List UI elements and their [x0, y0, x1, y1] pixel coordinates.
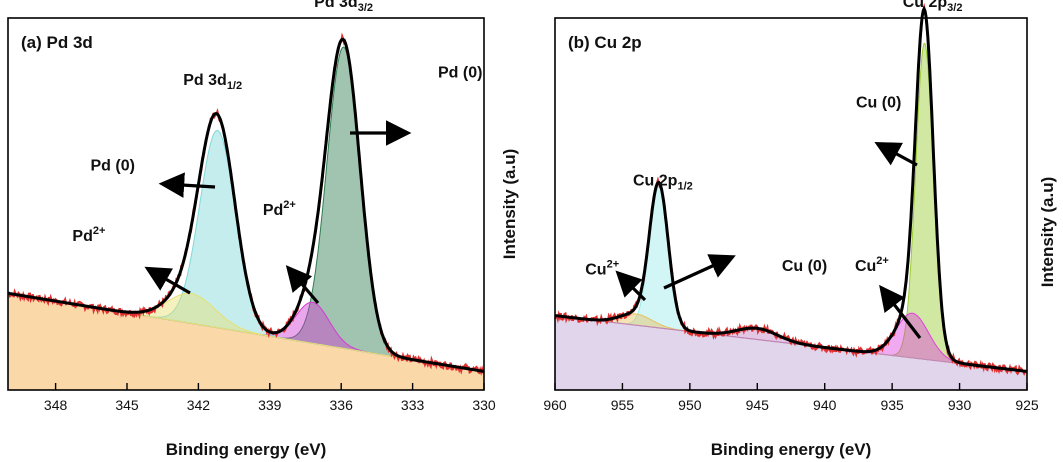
x-tick-label: 955: [611, 397, 635, 413]
x-tick-label: 945: [746, 397, 770, 413]
x-tick-label: 342: [187, 397, 211, 413]
annotation-arrow: [144, 266, 191, 295]
x-tick-label: 950: [678, 397, 702, 413]
annotation-label: Pd2+: [263, 199, 296, 219]
annotation-arrow: [158, 172, 216, 198]
panel-pd-3d: 348 345 342 339 336 333 330 (a) Pd 3d Binding en…: [7, 0, 496, 459]
x-tick-label: 348: [44, 397, 68, 413]
annotation-arrow: [874, 141, 918, 167]
annotation-label: Cu (0): [856, 94, 901, 111]
panel-title: (b) Cu 2p: [568, 33, 642, 52]
annotation-label: Cu 2p1/2: [633, 172, 693, 192]
x-tick-label: 333: [401, 397, 425, 413]
annotation-arrow: [879, 284, 922, 339]
panel-title: (a) Pd 3d: [21, 33, 93, 52]
x-tick-label: 960: [543, 397, 567, 413]
x-tick-label: 336: [330, 397, 354, 413]
annotation-label: Cu 2p3/2: [903, 0, 963, 14]
x-tick-label: 930: [948, 397, 972, 413]
y-axis-title: Intensity (a.u): [500, 149, 519, 260]
annotation-label: Cu (0): [782, 258, 827, 275]
annotation-label: Cu2+: [585, 259, 619, 279]
annotation-label: Pd 3d1/2: [183, 72, 242, 92]
annotation-label: Cu2+: [855, 255, 889, 275]
x-tick-label: 345: [115, 397, 139, 413]
plot-frame: [554, 17, 1028, 391]
annotation-label: Pd (0): [90, 158, 134, 175]
fit-envelope: [7, 37, 485, 373]
x-tick-label: 935: [880, 397, 904, 413]
plot-frame: [7, 17, 485, 391]
annotation-arrow: [615, 270, 647, 302]
x-axis-title: Binding energy (eV): [711, 440, 872, 459]
annotation-label: Pd 3d3/2: [314, 0, 373, 14]
x-tick-label: 940: [813, 397, 837, 413]
annotation-label: Pd2+: [72, 225, 105, 245]
x-tick-label: 925: [1015, 397, 1039, 413]
panel-cu-2p: 960 955 950 945 940 935 930 925 (b) Cu 2p Binding…: [500, 0, 1039, 459]
annotation-arrow: [285, 265, 320, 305]
annotation-label: Pd (0): [438, 65, 482, 82]
right-ylabel: Intensity (a.u): [1038, 177, 1057, 288]
x-tick-label: 330: [472, 397, 496, 413]
background-area: [555, 315, 1027, 390]
background-area: [8, 293, 484, 390]
fit-envelope: [554, 5, 1028, 373]
x-axis-title: Binding energy (eV): [166, 440, 327, 459]
annotation-arrow: [663, 254, 736, 290]
x-tick-label: 339: [258, 397, 282, 413]
